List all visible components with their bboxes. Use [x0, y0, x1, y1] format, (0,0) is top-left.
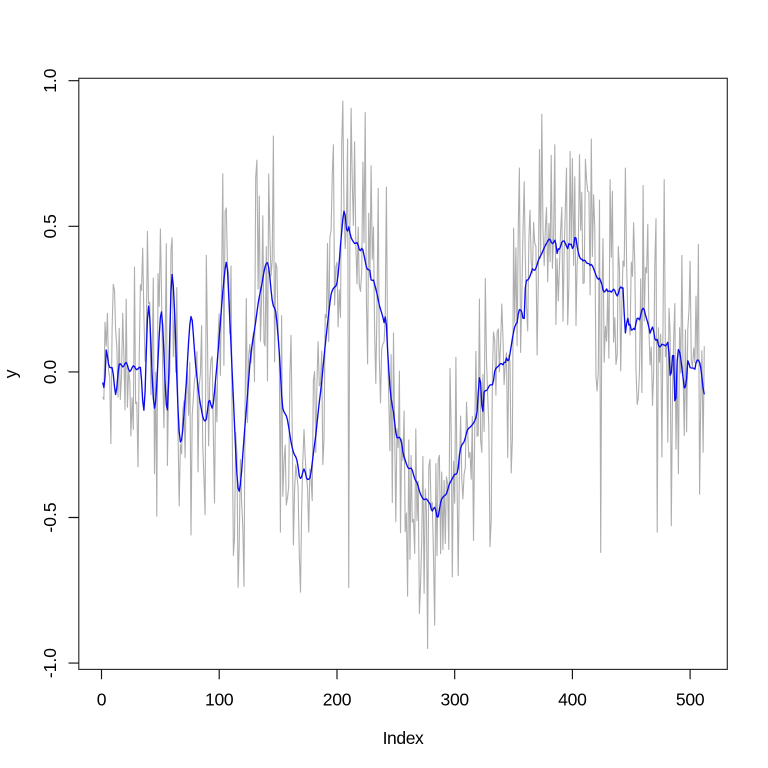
svg-text:y: y: [1, 369, 21, 378]
svg-text:-0.5: -0.5: [40, 502, 60, 532]
svg-text:Index: Index: [383, 728, 424, 748]
svg-text:-1.0: -1.0: [40, 648, 60, 678]
svg-text:400: 400: [558, 689, 587, 709]
svg-text:300: 300: [440, 689, 469, 709]
svg-text:0: 0: [97, 689, 107, 709]
svg-text:0.5: 0.5: [40, 214, 60, 238]
svg-text:500: 500: [676, 689, 705, 709]
svg-text:200: 200: [323, 689, 352, 709]
svg-text:100: 100: [205, 689, 234, 709]
svg-text:0.0: 0.0: [40, 359, 60, 384]
svg-text:1.0: 1.0: [40, 68, 60, 93]
